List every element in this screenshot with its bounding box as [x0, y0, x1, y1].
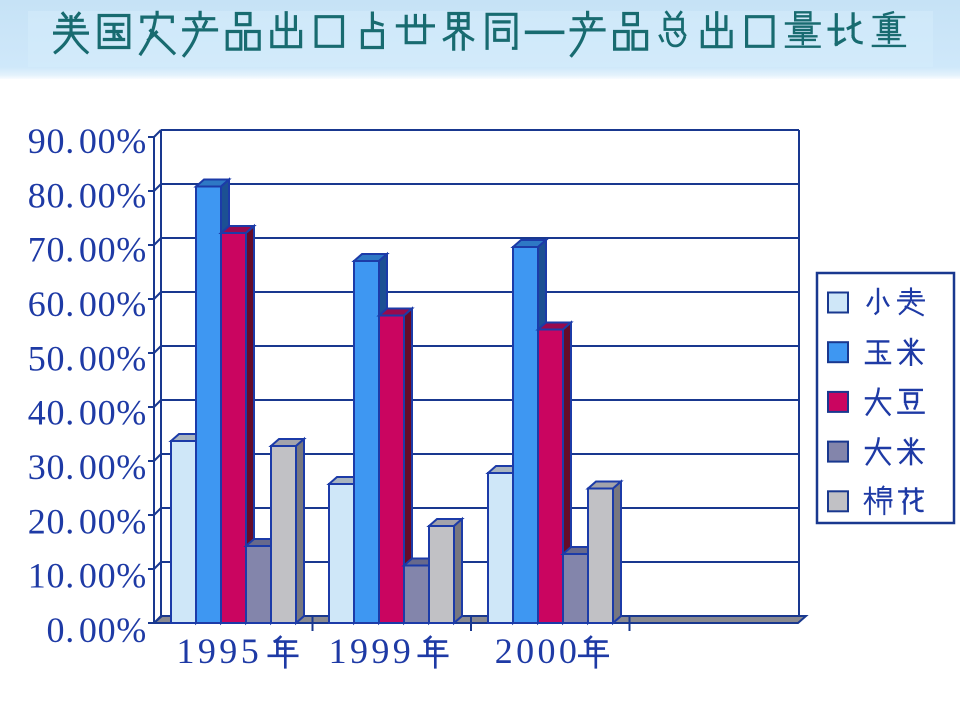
svg-text:2000: 2000 — [495, 631, 581, 671]
svg-text:40.00%: 40. 00% — [28, 393, 147, 433]
svg-text:10.00%: 10. 00% — [28, 556, 147, 596]
svg-text:20.00%: 20. 00% — [28, 501, 147, 541]
svg-text:1999: 1999 — [329, 631, 415, 671]
svg-text:70.00%: 70. 00% — [28, 230, 147, 270]
svg-text:90.00%: 90. 00% — [28, 121, 147, 161]
svg-text:1995: 1995 — [177, 631, 263, 671]
svg-text:0.00%: 0. 00% — [47, 610, 148, 650]
svg-text:30.00%: 30. 00% — [28, 447, 147, 487]
svg-text:80.00%: 80. 00% — [28, 175, 147, 215]
svg-text:60.00%: 60. 00% — [28, 284, 147, 324]
svg-text:50.00%: 50. 00% — [28, 338, 147, 378]
